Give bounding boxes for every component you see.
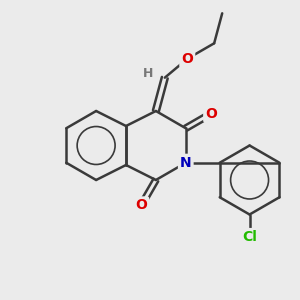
Text: O: O: [135, 198, 147, 212]
Text: Cl: Cl: [242, 230, 257, 244]
Text: N: N: [180, 156, 192, 170]
Text: H: H: [143, 67, 154, 80]
Text: O: O: [181, 52, 193, 66]
Text: O: O: [205, 106, 217, 121]
